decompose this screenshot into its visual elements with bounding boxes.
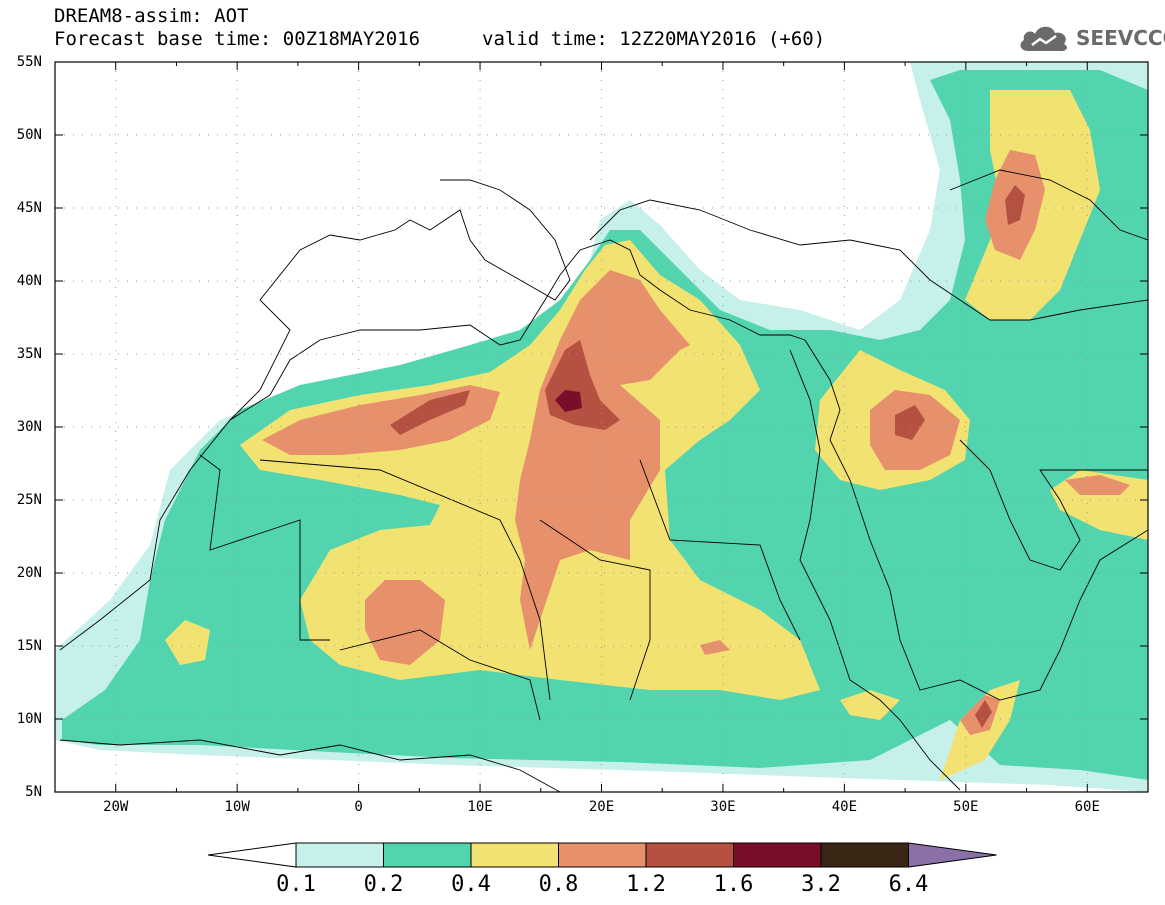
lon-label: 0 xyxy=(354,799,363,815)
coastlines xyxy=(59,169,1148,792)
lat-label: 25N xyxy=(16,492,42,508)
aot-band-0.8 xyxy=(700,640,730,655)
map-title: DREAM8-assim: AOT xyxy=(54,5,249,27)
lat-label: 15N xyxy=(16,638,42,654)
lon-label: 30E xyxy=(710,799,736,815)
lon-label: 10W xyxy=(224,799,250,815)
seevccc-logo: SEEVCCC xyxy=(1016,20,1165,56)
lon-label: 20E xyxy=(588,799,615,815)
lat-label: 30N xyxy=(16,419,42,435)
lon-label: 20W xyxy=(103,799,129,815)
lat-label: 45N xyxy=(16,200,42,216)
aot-band-0.4 xyxy=(840,690,900,720)
forecast-base-time: Forecast base time: 00Z18MAY2016 xyxy=(54,28,421,50)
aot-field xyxy=(55,62,1148,792)
lon-label: 60E xyxy=(1074,799,1100,815)
colorbar-label: 0.8 xyxy=(538,872,579,897)
lat-label: 10N xyxy=(16,711,42,727)
colorbar-label: 0.1 xyxy=(276,872,316,897)
colorbar-swatch xyxy=(295,842,384,868)
colorbar-low-extension xyxy=(207,842,297,868)
logo-text: SEEVCCC xyxy=(1076,26,1165,50)
aot-band-1.2 xyxy=(975,700,992,728)
lat-label: 35N xyxy=(16,346,42,362)
aot-band-1.2 xyxy=(390,390,470,435)
lon-label: 10E xyxy=(467,799,493,815)
colorbar-label: 1.2 xyxy=(626,872,666,897)
lat-label: 20N xyxy=(16,565,42,581)
colorbar-swatch xyxy=(558,842,647,868)
cloud-icon xyxy=(1020,26,1067,52)
colorbar-swatch xyxy=(733,842,822,868)
lat-label: 50N xyxy=(16,127,42,143)
colorbar-swatch xyxy=(645,842,734,868)
aot-band-0.8 xyxy=(1065,475,1130,495)
aot-band-1.2 xyxy=(895,405,925,440)
colorbar-label: 0.4 xyxy=(451,872,491,897)
aot-band-1.6 xyxy=(555,390,582,412)
colorbar-swatch xyxy=(470,842,559,868)
lat-label: 40N xyxy=(16,273,42,289)
colorbar-swatch xyxy=(820,842,909,868)
colorbar-high-extension xyxy=(908,842,997,868)
aot-band-0.8 xyxy=(365,580,445,665)
colorbar-label: 6.4 xyxy=(888,872,929,897)
colorbar-label: 1.6 xyxy=(713,872,754,897)
axis-ticks xyxy=(54,61,1149,793)
aot-band-0.4 xyxy=(165,620,210,665)
colorbar-swatch xyxy=(383,842,472,868)
lon-label: 40E xyxy=(831,799,858,815)
valid-time: valid time: 12Z20MAY2016 (+60) xyxy=(482,28,826,50)
lat-label: 5N xyxy=(25,784,42,800)
aot-band-1.2 xyxy=(1005,185,1025,225)
colorbar-label: 0.2 xyxy=(363,872,404,897)
colorbar xyxy=(207,842,997,868)
lon-label: 50E xyxy=(953,799,979,815)
lat-label: 55N xyxy=(16,54,42,70)
colorbar-label: 3.2 xyxy=(801,872,841,897)
